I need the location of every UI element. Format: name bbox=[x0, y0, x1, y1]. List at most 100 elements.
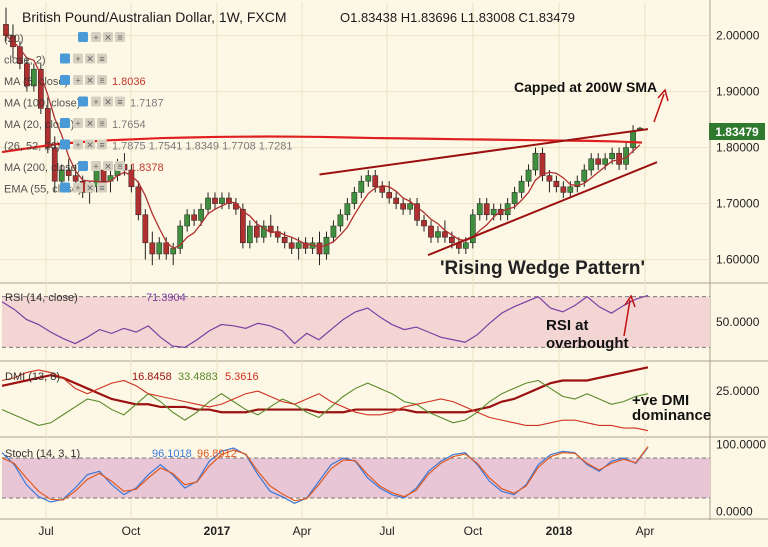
indicator-controls[interactable]: + ✕ ≡ bbox=[60, 75, 107, 86]
control-glyph: + bbox=[75, 183, 80, 193]
candle-body bbox=[163, 242, 170, 255]
candle-body bbox=[358, 180, 365, 193]
candle-body bbox=[240, 208, 246, 244]
current-price-value: 1.83479 bbox=[715, 125, 759, 139]
candle-body bbox=[267, 225, 274, 232]
candle-body bbox=[490, 208, 497, 216]
indicator-controls[interactable]: + ✕ ≡ bbox=[60, 139, 107, 151]
x-tick-label: Oct bbox=[464, 524, 483, 538]
candle-body bbox=[330, 225, 337, 238]
indicator-controls[interactable]: + ✕ ≡ bbox=[78, 96, 125, 108]
wedge-lower-line bbox=[427, 161, 658, 257]
stoch-value-1: 96.1018 bbox=[152, 448, 192, 460]
x-tick-label: Oct bbox=[122, 524, 141, 538]
eye-icon bbox=[78, 96, 88, 107]
control-icon bbox=[91, 32, 101, 42]
eye-icon bbox=[60, 53, 70, 64]
candle-body bbox=[344, 203, 351, 216]
dmi-tick-label: 25.0000 bbox=[716, 384, 760, 398]
control-icon bbox=[97, 118, 107, 128]
arrow-head-price bbox=[657, 88, 669, 102]
control-icon bbox=[115, 32, 125, 42]
indicator-controls[interactable]: + ✕ ≡ bbox=[78, 161, 125, 172]
arrow-head-rsi bbox=[624, 294, 636, 308]
candle-body bbox=[588, 158, 595, 171]
eye-icon bbox=[60, 139, 70, 150]
sma200-line bbox=[1, 135, 643, 154]
candle-body bbox=[44, 108, 51, 148]
control-icon bbox=[97, 182, 107, 193]
x-tick-label: Apr bbox=[293, 524, 312, 538]
indicator-value: 1.7187 bbox=[130, 98, 164, 110]
annotation-wedge: 'Rising Wedge Pattern' bbox=[440, 258, 645, 279]
indicator-controls[interactable]: + ✕ ≡ bbox=[60, 53, 107, 65]
indicator-controls[interactable]: + ✕ ≡ bbox=[60, 118, 107, 129]
candle-body bbox=[198, 208, 204, 221]
annotation-capped: Capped at 200W SMA bbox=[514, 79, 657, 95]
indicator-controls[interactable]: + ✕ ≡ bbox=[78, 32, 125, 43]
price-tick-label: 1.90000 bbox=[716, 85, 760, 99]
control-glyph: ≡ bbox=[99, 183, 104, 193]
price-tick-label: 1.70000 bbox=[716, 197, 760, 211]
candle-body bbox=[31, 68, 37, 87]
control-glyph: ≡ bbox=[117, 162, 122, 172]
candle-body bbox=[428, 225, 434, 238]
control-icon bbox=[85, 75, 95, 85]
control-glyph: + bbox=[75, 76, 80, 86]
dmi-label: DMI (13, 8) bbox=[5, 371, 60, 383]
candle-body bbox=[449, 236, 455, 244]
control-icon bbox=[115, 96, 125, 107]
arrow-shaft-rsi bbox=[623, 299, 631, 337]
candle-body bbox=[602, 158, 609, 165]
stoch-series-line bbox=[1, 446, 649, 502]
rsi-band bbox=[2, 296, 710, 348]
candle-body bbox=[156, 242, 163, 255]
candle-body bbox=[574, 180, 581, 188]
indicator-label: MA (200, close) bbox=[4, 162, 80, 174]
candle-body bbox=[281, 236, 288, 244]
indicator-label: MA (5, close) bbox=[4, 76, 68, 88]
x-tick-label: 2017 bbox=[204, 524, 231, 538]
rsi-tick-label: 50.0000 bbox=[716, 315, 760, 329]
eye-icon bbox=[78, 161, 88, 171]
candle-body bbox=[525, 169, 532, 182]
candle-body bbox=[386, 192, 393, 199]
control-icon bbox=[103, 96, 113, 107]
candle-body bbox=[24, 63, 30, 87]
dmi-value-1: 16.8458 bbox=[132, 371, 172, 383]
candle-body bbox=[407, 203, 413, 210]
candle-body bbox=[191, 214, 197, 221]
current-price-tag: 1.83479 bbox=[709, 123, 765, 140]
eye-icon bbox=[60, 75, 70, 85]
indicator-controls[interactable]: + ✕ ≡ bbox=[60, 182, 107, 194]
control-icon bbox=[85, 53, 95, 64]
rsi-value: 71.3904 bbox=[146, 292, 186, 304]
candle-body bbox=[553, 180, 560, 188]
candle-body bbox=[219, 197, 225, 204]
control-icon bbox=[103, 161, 113, 171]
candle-body bbox=[177, 225, 184, 249]
control-glyph: ✕ bbox=[104, 97, 112, 107]
dmi-value-3: 5.3616 bbox=[225, 371, 259, 383]
control-glyph: + bbox=[93, 97, 98, 107]
candle-body bbox=[212, 197, 218, 204]
stoch-value-2: 96.8912 bbox=[197, 448, 237, 460]
candle-body bbox=[414, 203, 420, 221]
candle-body bbox=[630, 130, 636, 148]
candle-body bbox=[483, 203, 490, 216]
eye-icon bbox=[78, 32, 88, 42]
control-icon bbox=[73, 182, 83, 193]
candle-body bbox=[539, 152, 546, 176]
control-icon bbox=[85, 118, 95, 128]
candle-body bbox=[260, 225, 267, 238]
stoch-tick-label: 100.0000 bbox=[716, 438, 766, 452]
candle-body bbox=[435, 231, 441, 238]
candle-body bbox=[149, 242, 156, 255]
annotation-rsi-2: overbought bbox=[546, 335, 629, 352]
control-icon bbox=[91, 161, 101, 171]
candle-body bbox=[316, 242, 323, 255]
candle-body bbox=[72, 175, 79, 182]
annotation-dmi-1: +ve DMI bbox=[632, 392, 689, 409]
control-glyph: ≡ bbox=[99, 119, 104, 129]
